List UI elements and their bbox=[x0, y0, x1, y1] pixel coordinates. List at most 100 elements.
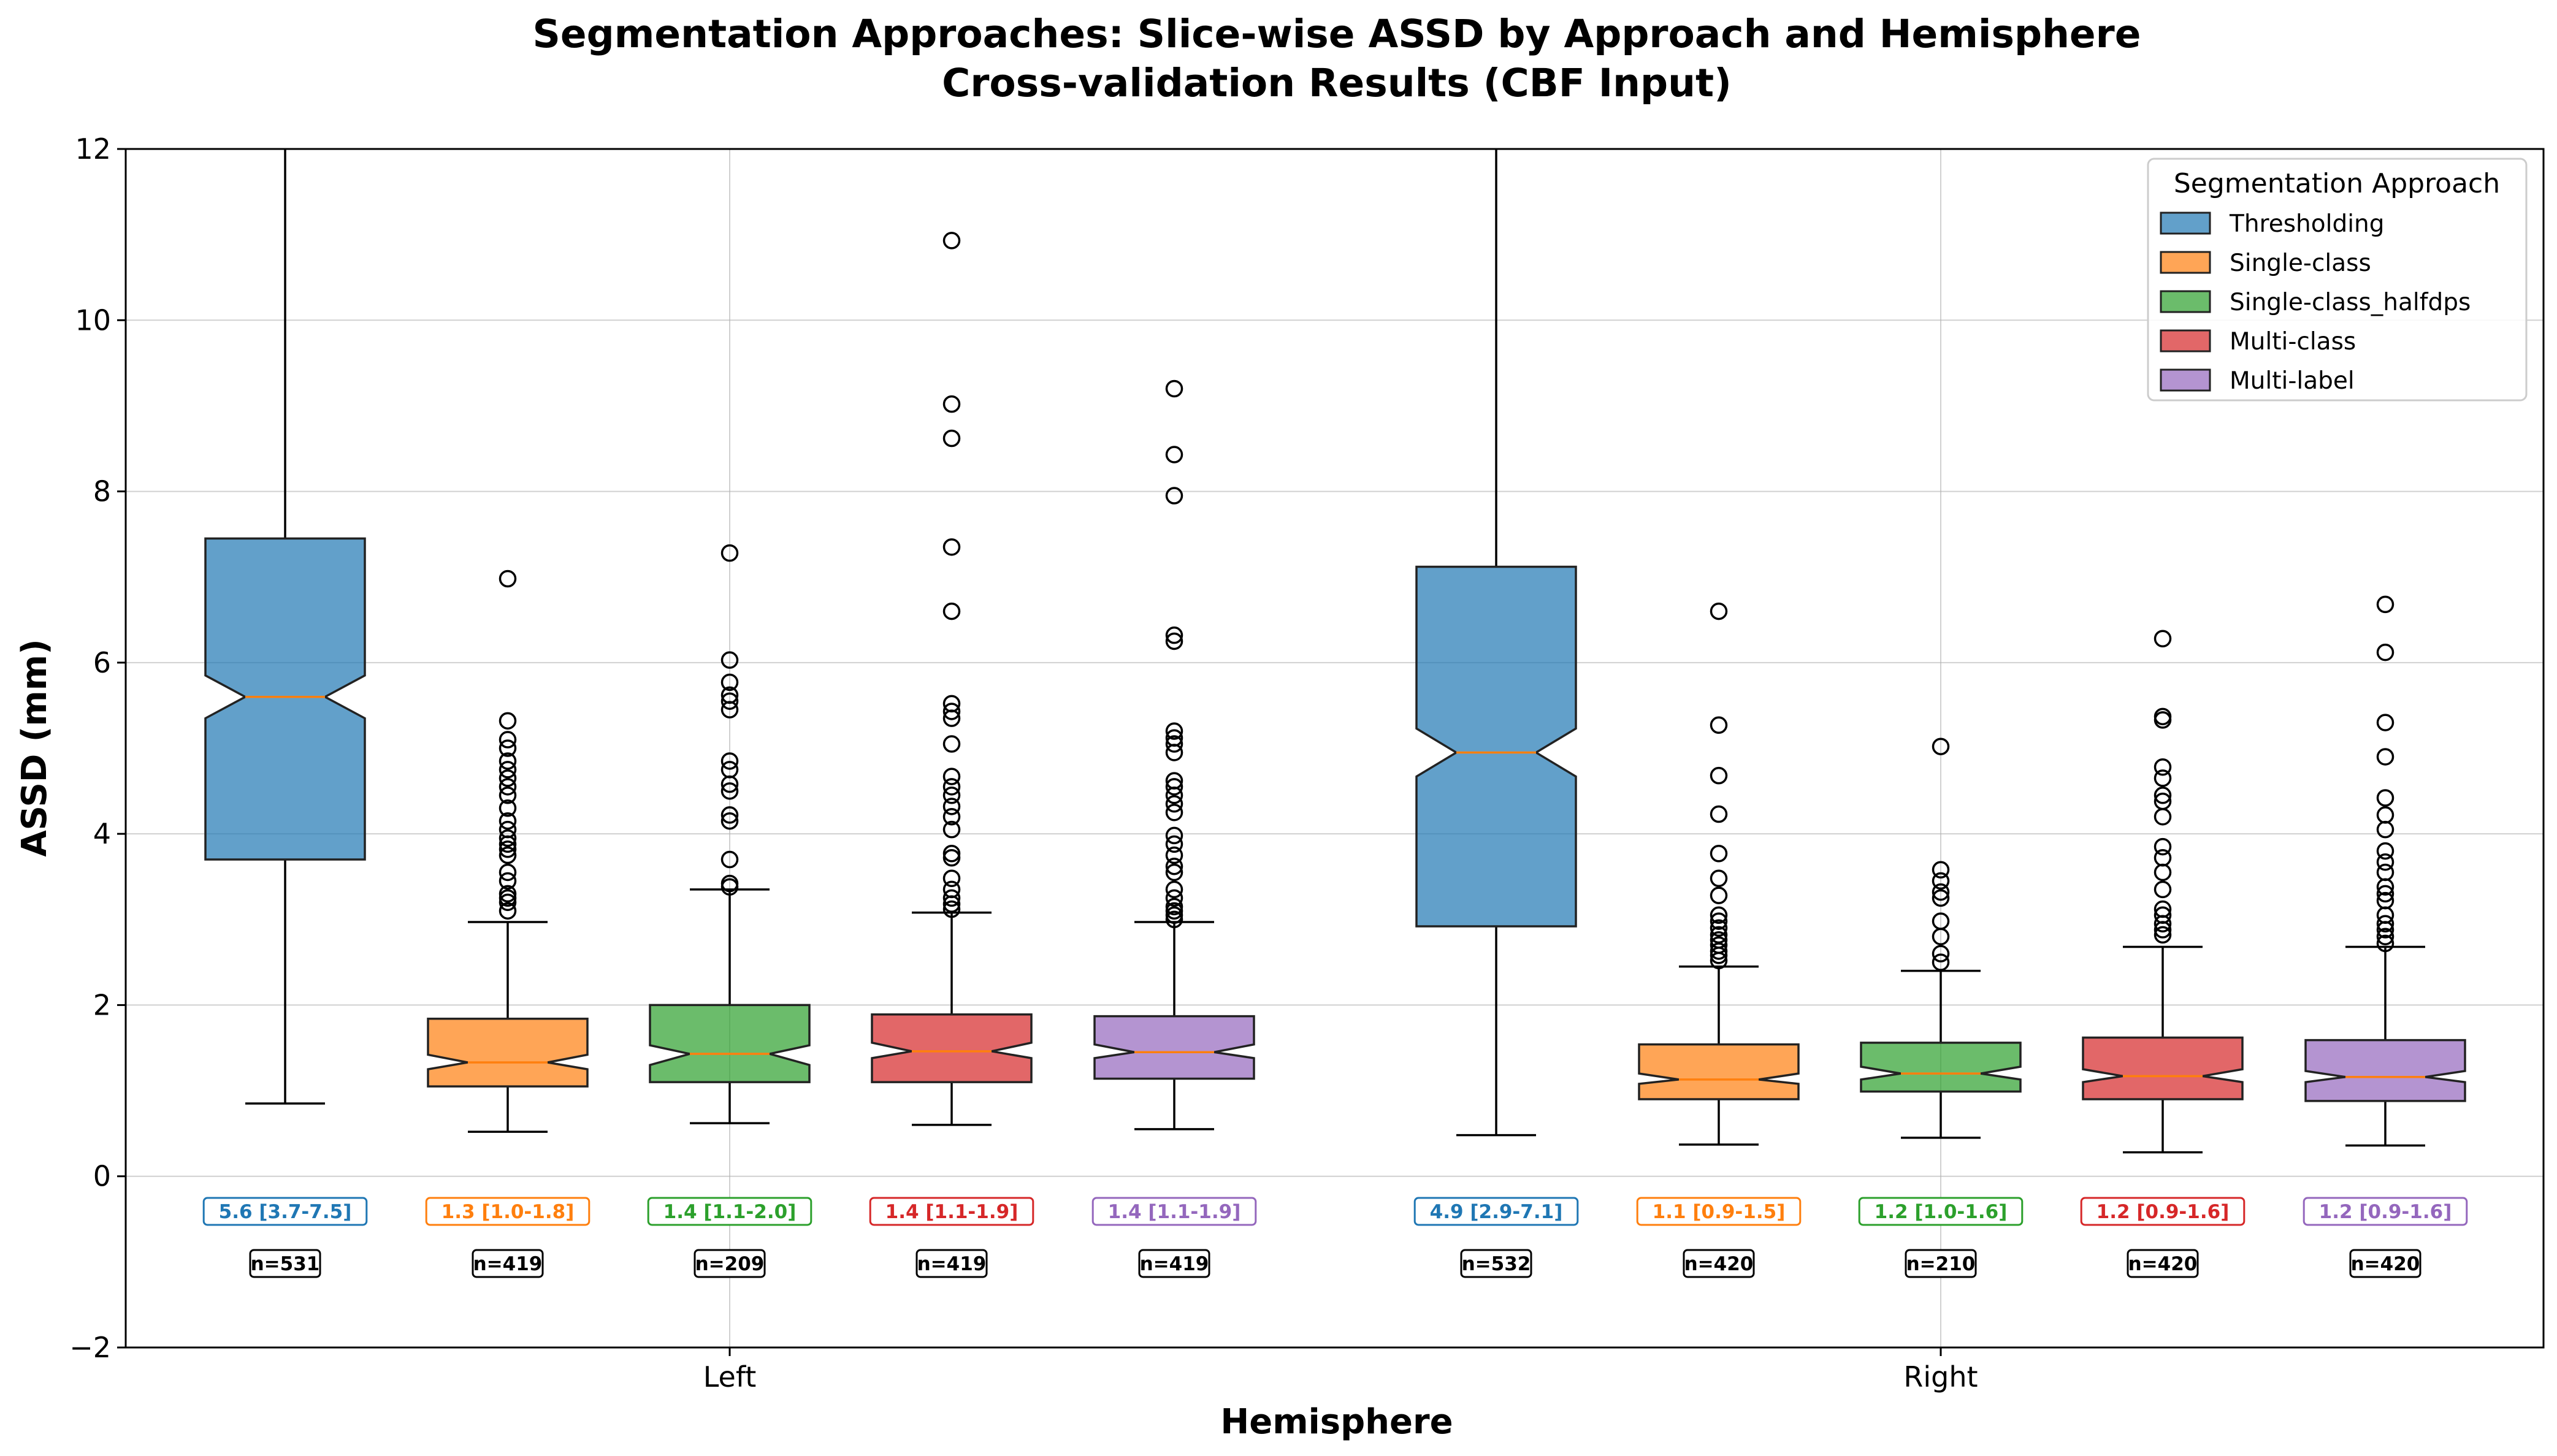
outlier-point bbox=[942, 602, 961, 620]
y-tick-label: 12 bbox=[75, 132, 111, 166]
median-iqr-label: 1.4 [1.1-1.9] bbox=[885, 1201, 1019, 1223]
outlier-point bbox=[499, 712, 517, 730]
median-iqr-label-box bbox=[1636, 1197, 1802, 1226]
n-label-box bbox=[1905, 1249, 1977, 1278]
box-body bbox=[1415, 565, 1577, 928]
outlier-point bbox=[2154, 880, 2172, 899]
outlier-point bbox=[1932, 953, 1950, 971]
outlier-point bbox=[942, 768, 961, 785]
outlier-point bbox=[2376, 806, 2395, 824]
legend-title: Segmentation Approach bbox=[2174, 168, 2500, 199]
outlier-point bbox=[1710, 716, 1728, 734]
outlier-point bbox=[1710, 926, 1728, 944]
box-single-class-halfdps-right: 1.2 [1.0-1.6] n=210 bbox=[1858, 738, 2024, 1278]
outlier-point bbox=[499, 902, 517, 920]
n-label: n=419 bbox=[1140, 1253, 1209, 1275]
outlier-point bbox=[1932, 861, 1950, 879]
outlier-point bbox=[2376, 891, 2395, 910]
outlier-point bbox=[942, 848, 961, 867]
outlier-point bbox=[1710, 919, 1728, 937]
outlier-point bbox=[2376, 643, 2395, 661]
box-body bbox=[1093, 1015, 1255, 1080]
n-label: n=531 bbox=[251, 1253, 320, 1275]
box-single-class-right: 1.1 [0.9-1.5] n=420 bbox=[1636, 602, 1802, 1278]
outlier-point bbox=[1932, 872, 1950, 890]
box-body bbox=[1860, 1042, 2022, 1093]
outlier-point bbox=[1165, 795, 1183, 813]
x-tick-label: Left bbox=[703, 1360, 757, 1393]
outlier-point bbox=[942, 695, 961, 713]
median-iqr-label-box bbox=[425, 1197, 591, 1226]
outlier-point bbox=[2154, 630, 2172, 648]
outlier-point bbox=[1165, 626, 1183, 644]
outlier-point bbox=[499, 893, 517, 912]
box-body bbox=[204, 537, 366, 861]
outlier-point bbox=[2376, 863, 2395, 882]
median-iqr-label-box bbox=[647, 1197, 812, 1226]
outlier-point bbox=[1165, 835, 1183, 853]
outlier-point bbox=[1710, 886, 1728, 904]
outlier-point bbox=[720, 782, 739, 800]
outlier-point bbox=[1932, 889, 1950, 907]
median-iqr-label-box bbox=[1413, 1197, 1579, 1226]
outlier-point bbox=[1165, 735, 1183, 753]
legend-entry-label: Single-class bbox=[2230, 250, 2371, 277]
box-body bbox=[649, 1004, 811, 1083]
outlier-point bbox=[499, 787, 517, 804]
outlier-point bbox=[1165, 778, 1183, 796]
n-label-box bbox=[2349, 1249, 2421, 1278]
median-iqr-label-box bbox=[202, 1197, 368, 1226]
outlier-point bbox=[1932, 912, 1950, 930]
outlier-point bbox=[2376, 934, 2395, 953]
median-iqr-label-box bbox=[2080, 1197, 2245, 1226]
outlier-point bbox=[499, 840, 517, 858]
outlier-point bbox=[942, 820, 961, 839]
outlier-point bbox=[1165, 729, 1183, 747]
n-label: n=419 bbox=[473, 1253, 543, 1275]
outlier-point bbox=[499, 761, 517, 779]
outlier-point bbox=[720, 874, 739, 893]
axes: −2 0 2 4 6 8 10 12 Left Right bbox=[69, 132, 2545, 1393]
outlier-point bbox=[499, 829, 517, 847]
outlier-point bbox=[499, 778, 517, 796]
outlier-point bbox=[2154, 792, 2172, 810]
outlier-point bbox=[942, 232, 961, 250]
n-label-box bbox=[915, 1249, 988, 1278]
outlier-point bbox=[1165, 632, 1183, 650]
box-single-class-left: 1.3 [1.0-1.8] n=419 bbox=[425, 570, 591, 1278]
n-label-box bbox=[472, 1249, 544, 1278]
outlier-point bbox=[942, 807, 961, 826]
chart-subtitle: Cross-validation Results (CBF Input) bbox=[942, 61, 1732, 105]
outlier-point bbox=[942, 735, 961, 753]
outlier-point bbox=[1710, 766, 1728, 785]
median-iqr-label: 1.1 [0.9-1.5] bbox=[1653, 1201, 1786, 1223]
legend-entry-label: Single-class_halfdps bbox=[2230, 289, 2471, 316]
outlier-point bbox=[2154, 848, 2172, 867]
outlier-point bbox=[942, 395, 961, 413]
outlier-point bbox=[1165, 910, 1183, 929]
outlier-point bbox=[499, 731, 517, 749]
outlier-point bbox=[1932, 945, 1950, 962]
box-multi-label-right: 1.2 [0.9-1.6] n=420 bbox=[2303, 595, 2468, 1278]
outlier-point bbox=[942, 869, 961, 888]
n-label-box bbox=[1460, 1249, 1532, 1278]
outlier-point bbox=[499, 889, 517, 907]
legend-swatch bbox=[2160, 290, 2211, 313]
box-single-class-halfdps-left: 1.4 [1.1-2.0] n=209 bbox=[647, 544, 812, 1278]
outlier-point bbox=[1165, 826, 1183, 845]
outlier-point bbox=[1710, 936, 1728, 954]
legend-entry-label: Multi-label bbox=[2230, 367, 2355, 395]
legend-swatch bbox=[2160, 212, 2211, 235]
y-tick-label: 0 bbox=[93, 1160, 111, 1193]
n-label: n=420 bbox=[2128, 1253, 2198, 1275]
outlier-point bbox=[2154, 900, 2172, 918]
outlier-point bbox=[1932, 738, 1950, 755]
n-label-box bbox=[1683, 1249, 1755, 1278]
outlier-point bbox=[2154, 926, 2172, 944]
n-label: n=210 bbox=[1906, 1253, 1976, 1275]
chart-title: Segmentation Approaches: Slice-wise ASSD… bbox=[533, 12, 2141, 56]
outlier-point bbox=[499, 769, 517, 787]
outlier-point bbox=[2154, 769, 2172, 787]
median-iqr-label-box bbox=[1091, 1197, 1257, 1226]
